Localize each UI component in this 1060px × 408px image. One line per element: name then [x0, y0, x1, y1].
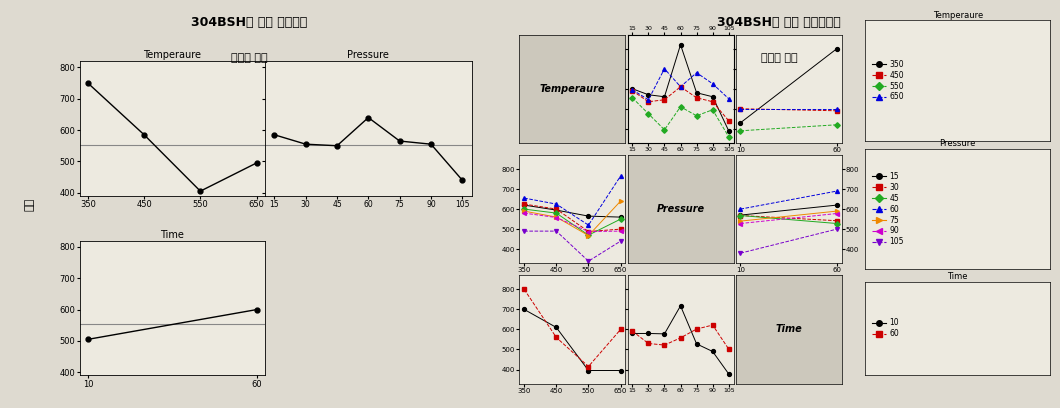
Legend: 15, 30, 45, 60, 75, 90, 105: 15, 30, 45, 60, 75, 90, 105 [869, 169, 907, 249]
Text: Pressure: Pressure [656, 204, 705, 214]
Text: 데이터 평균: 데이터 평균 [231, 53, 267, 63]
Title: Time: Time [948, 272, 968, 281]
Title: Pressure: Pressure [348, 51, 389, 60]
Text: Temperaure: Temperaure [540, 84, 605, 94]
Title: Temperaure: Temperaure [143, 51, 201, 60]
Text: 데이터 평균: 데이터 평균 [761, 53, 797, 63]
Title: Time: Time [160, 230, 184, 240]
Legend: 10, 60: 10, 60 [869, 315, 902, 341]
Text: 304BSH에 대한 주효과도: 304BSH에 대한 주효과도 [191, 16, 307, 29]
Text: Time: Time [775, 324, 802, 335]
Title: Pressure: Pressure [939, 139, 976, 148]
Text: 평균: 평균 [24, 197, 35, 211]
Title: Temperaure: Temperaure [933, 11, 983, 20]
Text: 304BSH에 대한 교호작용도: 304BSH에 대한 교호작용도 [718, 16, 841, 29]
Legend: 350, 450, 550, 650: 350, 450, 550, 650 [869, 57, 907, 104]
